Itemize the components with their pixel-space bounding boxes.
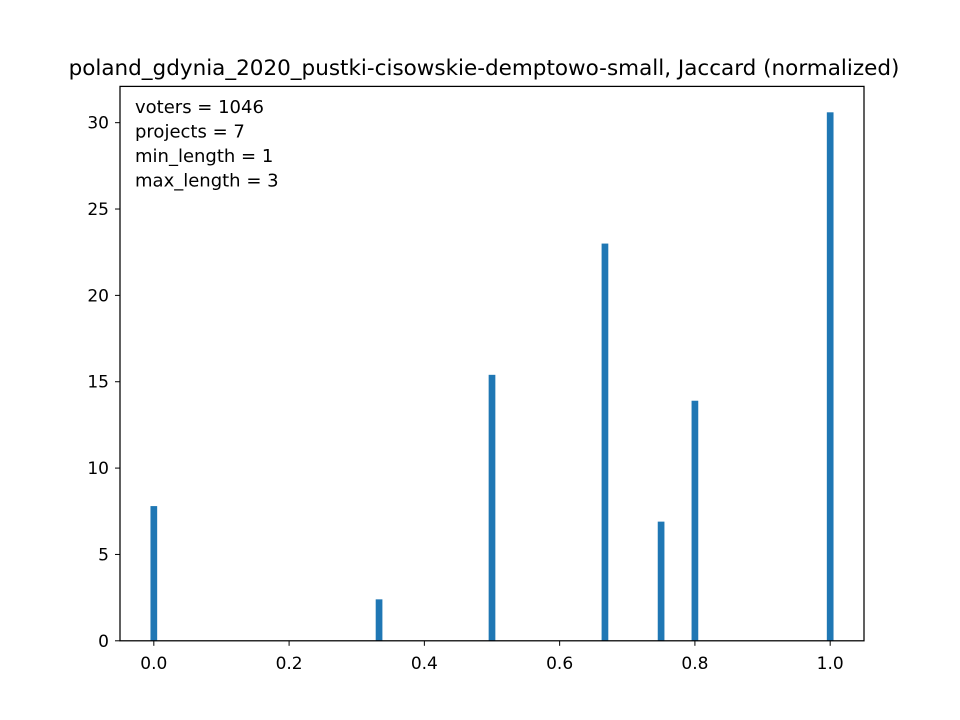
x-axis-ticks: 0.0 0.2 0.4 0.6 0.8 1.0 bbox=[140, 640, 844, 674]
bar-6 bbox=[826, 112, 834, 641]
annotation-projects: projects = 7 bbox=[135, 122, 245, 143]
x-tick-label: 0.0 bbox=[140, 654, 167, 674]
bar-5 bbox=[691, 400, 699, 641]
bars-layer bbox=[150, 112, 834, 641]
y-tick-label: 15 bbox=[87, 373, 109, 393]
x-tick-label: 1.0 bbox=[817, 654, 844, 674]
bar-4 bbox=[657, 521, 665, 641]
y-tick-label: 0 bbox=[98, 632, 109, 652]
stats-annotation: voters = 1046 projects = 7 min_length = … bbox=[135, 97, 279, 192]
bar-3 bbox=[601, 243, 609, 641]
x-tick-label: 0.6 bbox=[546, 654, 573, 674]
x-tick-label: 0.4 bbox=[411, 654, 438, 674]
y-tick-label: 10 bbox=[87, 459, 109, 479]
y-tick-label: 20 bbox=[87, 286, 109, 306]
annotation-max-length: max_length = 3 bbox=[135, 171, 279, 192]
x-tick-label: 0.2 bbox=[276, 654, 303, 674]
y-tick-label: 30 bbox=[87, 114, 109, 134]
chart-title: poland_gdynia_2020_pustki-cisowskie-demp… bbox=[69, 56, 900, 81]
axes-frame bbox=[119, 85, 865, 642]
bar-1 bbox=[375, 599, 383, 641]
bar-2 bbox=[488, 374, 496, 641]
y-tick-label: 5 bbox=[98, 545, 109, 565]
annotation-voters: voters = 1046 bbox=[135, 97, 264, 118]
x-tick-label: 0.8 bbox=[681, 654, 708, 674]
annotation-min-length: min_length = 1 bbox=[135, 146, 273, 167]
bar-0 bbox=[150, 506, 158, 641]
y-axis-ticks: 0 5 10 15 20 25 30 bbox=[87, 114, 120, 652]
y-tick-label: 25 bbox=[87, 200, 109, 220]
